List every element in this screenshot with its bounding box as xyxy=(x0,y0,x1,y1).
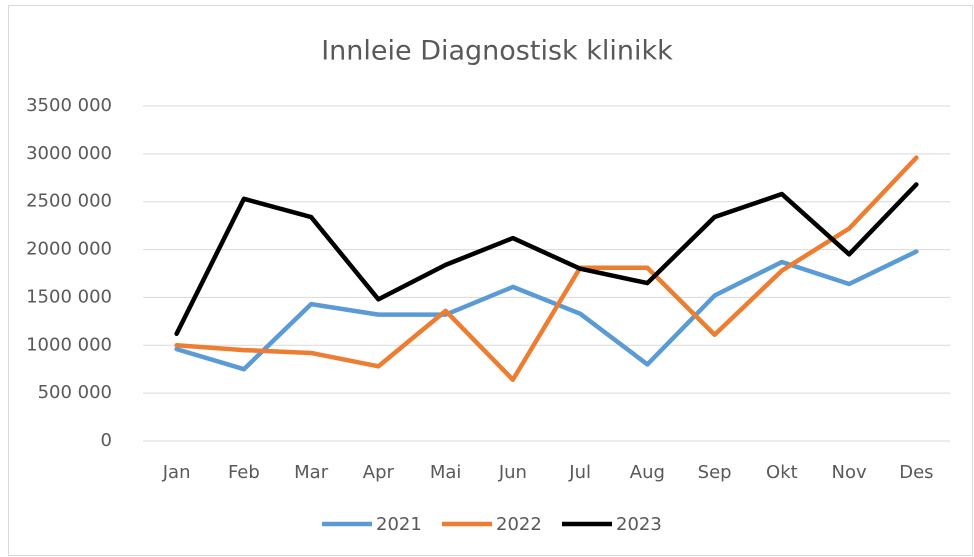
y-tick-label: 2000 000 xyxy=(26,239,112,260)
series-line xyxy=(174,155,919,382)
chart-title: Innleie Diagnostisk klinikk xyxy=(321,36,673,67)
x-tick-label: Jul xyxy=(568,462,591,483)
x-tick-label: Feb xyxy=(228,462,260,483)
legend-label: 2021 xyxy=(376,514,422,535)
chart-frame xyxy=(8,5,973,556)
y-tick-label: 1500 000 xyxy=(26,286,112,307)
x-tick-label: Nov xyxy=(832,462,867,483)
x-tick-label: Des xyxy=(899,462,933,483)
y-tick-label: 3500 000 xyxy=(26,95,112,116)
y-tick-label: 1000 000 xyxy=(26,334,112,355)
x-tick-label: Mar xyxy=(294,462,329,483)
x-tick-label: Mai xyxy=(430,462,462,483)
legend-label: 2023 xyxy=(616,514,662,535)
y-tick-label: 500 000 xyxy=(38,382,112,403)
y-tick-label: 2500 000 xyxy=(26,191,112,212)
x-tick-label: Aug xyxy=(630,462,665,483)
x-tick-label: Jun xyxy=(498,462,527,483)
y-tick-label: 3000 000 xyxy=(26,143,112,164)
x-tick-label: Okt xyxy=(766,462,798,483)
y-tick-label: 0 xyxy=(101,430,112,451)
legend-label: 2022 xyxy=(496,514,542,535)
x-tick-label: Sep xyxy=(698,462,732,483)
x-tick-label: Jan xyxy=(162,462,191,483)
x-tick-label: Apr xyxy=(363,462,395,483)
series-line xyxy=(174,182,919,337)
